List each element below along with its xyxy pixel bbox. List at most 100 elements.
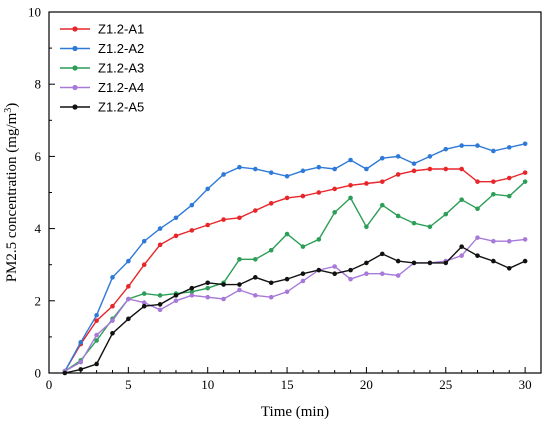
- legend-label: Z1.2-A5: [98, 100, 144, 115]
- data-point: [268, 170, 274, 175]
- data-point: [364, 260, 369, 266]
- y-axis-title-close: ): [4, 103, 20, 108]
- data-point: [300, 193, 306, 199]
- y-axis: 0 2 4 6 8 10: [28, 5, 55, 381]
- data-point: [284, 289, 290, 295]
- x-axis: 0 5 10 15 20 25 30: [46, 367, 542, 392]
- legend-swatch-marker: [72, 84, 78, 91]
- data-point: [189, 293, 195, 298]
- data-point: [78, 340, 84, 345]
- y-tick-label: 8: [35, 77, 42, 92]
- x-axis-title: Time (min): [261, 404, 329, 420]
- data-point: [348, 276, 353, 282]
- data-point: [300, 168, 306, 174]
- x-tick-label: 0: [46, 377, 53, 392]
- data-point: [491, 238, 496, 244]
- data-point: [491, 148, 496, 154]
- data-point: [427, 224, 433, 230]
- data-point: [332, 210, 337, 215]
- y-tick-label: 4: [35, 221, 42, 236]
- series-line: [64, 168, 526, 372]
- data-point: [253, 166, 258, 172]
- data-point: [94, 332, 99, 338]
- data-point: [94, 312, 99, 318]
- data-point: [427, 260, 433, 266]
- data-point: [427, 154, 433, 159]
- data-point: [411, 161, 417, 166]
- data-point: [94, 318, 99, 323]
- series-line: [64, 143, 526, 372]
- legend-item: Z1.2-A5: [60, 100, 144, 115]
- y-tick-label: 6: [35, 149, 42, 164]
- data-point: [253, 256, 258, 262]
- data-point: [522, 258, 528, 264]
- data-point: [332, 264, 337, 269]
- y-tick-label: 0: [35, 366, 42, 381]
- x-tick-label: 15: [281, 377, 294, 392]
- data-point: [141, 291, 147, 296]
- data-point: [364, 166, 369, 172]
- x-tick-label: 30: [519, 377, 532, 392]
- data-point: [491, 258, 496, 264]
- data-point: [379, 251, 385, 257]
- data-point: [364, 181, 369, 186]
- data-point: [475, 179, 480, 184]
- data-point: [506, 145, 512, 150]
- data-point: [332, 186, 337, 192]
- data-point: [506, 266, 512, 271]
- data-point: [300, 244, 306, 249]
- data-point: [379, 155, 385, 161]
- data-point: [348, 195, 353, 201]
- data-point: [173, 233, 179, 239]
- legend-item: Z1.2-A1: [60, 22, 144, 37]
- data-point: [141, 300, 147, 305]
- data-point: [395, 258, 401, 264]
- data-point: [379, 202, 385, 208]
- legend-item: Z1.2-A2: [60, 41, 144, 56]
- data-point: [522, 170, 528, 175]
- legend-swatch-marker: [72, 65, 78, 71]
- data-point: [157, 242, 163, 248]
- data-point: [173, 298, 179, 304]
- legend-item: Z1.2-A3: [60, 61, 144, 76]
- data-point: [475, 206, 480, 212]
- data-point: [221, 217, 226, 222]
- legend-swatch-marker: [72, 26, 78, 32]
- data-point: [300, 271, 306, 277]
- data-point: [411, 260, 417, 266]
- data-point: [316, 164, 322, 170]
- data-point: [126, 296, 131, 302]
- x-tick-label: 5: [125, 377, 132, 392]
- data-point: [459, 253, 464, 258]
- y-tick-label: 2: [35, 293, 42, 308]
- data-point: [427, 166, 433, 172]
- data-point: [157, 307, 163, 313]
- data-point: [205, 280, 211, 286]
- legend: Z1.2-A1 Z1.2-A2 Z1.2-A3 Z1.2-A4 Z1.2-A5: [60, 22, 144, 115]
- data-point: [173, 215, 179, 221]
- data-point: [364, 224, 369, 230]
- data-point: [94, 338, 99, 343]
- data-point: [316, 190, 322, 195]
- y-axis-title-sup: 3: [3, 108, 14, 113]
- data-point: [411, 220, 417, 226]
- data-point: [364, 271, 369, 277]
- data-point: [157, 293, 163, 298]
- data-point: [316, 267, 322, 273]
- data-point: [94, 361, 99, 367]
- data-point: [237, 282, 242, 287]
- data-point: [253, 293, 258, 298]
- data-point: [126, 316, 131, 322]
- x-tick-label: 10: [201, 377, 214, 392]
- y-axis-title-base: PM2.5 concentration (mg/m: [4, 112, 20, 282]
- data-point: [126, 258, 131, 264]
- legend-swatch-marker: [72, 104, 78, 110]
- data-point: [205, 285, 211, 291]
- data-point: [110, 318, 115, 323]
- data-point: [395, 213, 401, 219]
- y-axis-title: PM2.5 concentration (mg/m3): [3, 103, 21, 283]
- series-line: [64, 236, 526, 372]
- series-line: [64, 181, 526, 372]
- data-point: [284, 276, 290, 282]
